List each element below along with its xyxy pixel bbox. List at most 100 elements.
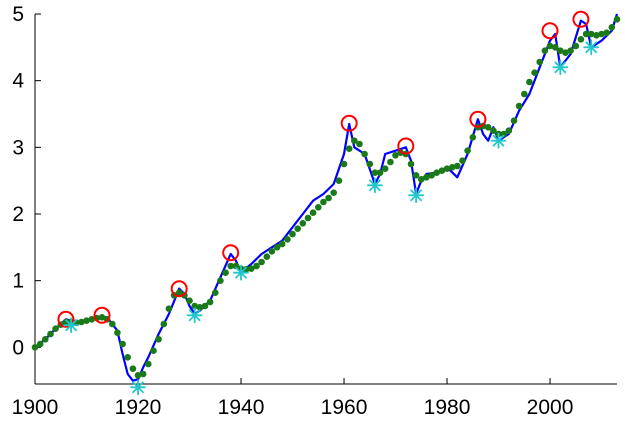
- trough-marker: [186, 307, 203, 324]
- trough-marker-stroke: [410, 189, 422, 202]
- trough-marker: [233, 264, 249, 281]
- smoothed-point: [515, 102, 523, 110]
- smoothed-point: [242, 266, 250, 273]
- smoothed-point: [392, 152, 399, 159]
- smoothed-point: [124, 354, 131, 361]
- smoothed-point: [510, 117, 518, 124]
- smoothed-point: [253, 262, 260, 270]
- smoothed-point: [464, 147, 471, 154]
- smoothed-point: [175, 289, 183, 297]
- smoothed-point: [577, 36, 585, 43]
- trough-marker-stroke: [132, 381, 144, 394]
- smoothed-point: [36, 340, 44, 348]
- smoothed-point: [438, 167, 446, 174]
- axis-ticks: 1900 1920 1940 1960 1980 2000 0 1 2 3 4 5: [12, 3, 574, 419]
- smoothed-point: [263, 253, 271, 260]
- extrema-markers: [57, 10, 600, 396]
- smoothed-point: [278, 240, 286, 248]
- smoothed-point: [562, 49, 569, 56]
- peak-marker: [397, 137, 415, 155]
- smoothed-point: [469, 134, 477, 141]
- smoothed-point: [309, 209, 317, 216]
- smoothed-point: [330, 189, 338, 196]
- smoothed-point: [160, 320, 168, 328]
- smoothed-point: [572, 42, 580, 50]
- smoothed-point: [299, 220, 307, 227]
- peak-marker: [170, 280, 188, 298]
- smoothed-point: [598, 30, 605, 38]
- smoothed-point: [428, 172, 435, 179]
- smoothed-point: [351, 137, 358, 144]
- smoothed-point: [232, 262, 240, 270]
- smoothed-point: [145, 360, 152, 368]
- smoothed-point: [222, 269, 229, 277]
- smoothed-point: [459, 157, 466, 164]
- smoothed-point: [567, 47, 574, 54]
- peak-marker: [222, 244, 240, 262]
- smoothed-point: [484, 124, 492, 131]
- smoothed-point: [196, 304, 204, 311]
- smoothed-point: [78, 318, 85, 326]
- smoothed-point: [356, 140, 363, 148]
- smoothed-point: [114, 329, 121, 337]
- smoothed-point: [284, 236, 291, 243]
- smoothed-point: [31, 344, 39, 351]
- x-tick-label: 1900: [12, 396, 59, 419]
- y-tick-label: 3: [12, 136, 24, 159]
- smoothed-point: [227, 262, 234, 270]
- smoothed-point: [186, 297, 193, 305]
- trough-marker-stroke: [65, 319, 77, 332]
- peak-marker: [93, 306, 111, 324]
- smoothed-point: [155, 336, 162, 343]
- trough-marker-stroke: [188, 309, 201, 322]
- smoothed-point: [541, 47, 549, 54]
- trough-marker: [490, 132, 507, 149]
- trough-marker: [130, 379, 146, 396]
- peak-marker: [469, 110, 487, 128]
- trough-marker: [408, 187, 425, 204]
- smoothed-point: [315, 204, 322, 211]
- y-tick-label: 0: [12, 336, 24, 359]
- x-tick-label: 1920: [115, 396, 162, 419]
- trough-marker: [583, 39, 600, 56]
- smoothed-point: [109, 320, 116, 328]
- trough-marker-stroke: [585, 41, 598, 54]
- y-tick-label: 5: [12, 3, 24, 26]
- smoothed-point: [608, 24, 616, 31]
- smoothed-point: [500, 130, 508, 138]
- smoothed-point: [423, 174, 430, 181]
- smoothed-point: [505, 127, 513, 134]
- smoothed-point: [490, 127, 497, 134]
- smoothed-point: [258, 258, 265, 266]
- x-tick-label: 1960: [321, 396, 368, 419]
- trough-marker-stroke: [554, 61, 567, 74]
- smoothed-point: [320, 198, 327, 206]
- smoothed-point: [201, 302, 209, 310]
- smoothed-point: [381, 165, 389, 172]
- peak-marker: [572, 10, 590, 28]
- smoothed-point: [119, 340, 126, 348]
- peak-marker: [340, 114, 358, 132]
- smoothed-point: [325, 194, 332, 202]
- smoothed-point: [531, 69, 538, 76]
- smoothed-point: [433, 169, 441, 176]
- smoothed-point: [191, 302, 198, 310]
- trough-marker: [552, 59, 569, 76]
- smoothed-point: [42, 336, 49, 343]
- smoothed-point: [340, 160, 348, 168]
- smoothed-point: [248, 265, 255, 273]
- smoothed-point: [165, 305, 173, 313]
- smoothed-point: [273, 244, 281, 251]
- smoothed-point: [217, 277, 224, 285]
- smoothed-point: [335, 177, 343, 184]
- smoothed-point: [62, 318, 70, 326]
- x-tick-label: 1940: [218, 396, 265, 419]
- smoothed-point: [454, 162, 461, 170]
- smoothed-point: [613, 15, 621, 23]
- smoothed-point: [387, 158, 394, 166]
- y-tick-label: 2: [12, 203, 24, 226]
- smoothed-point: [376, 169, 384, 176]
- peak-marker: [57, 310, 75, 328]
- y-tick-label: 1: [12, 270, 24, 293]
